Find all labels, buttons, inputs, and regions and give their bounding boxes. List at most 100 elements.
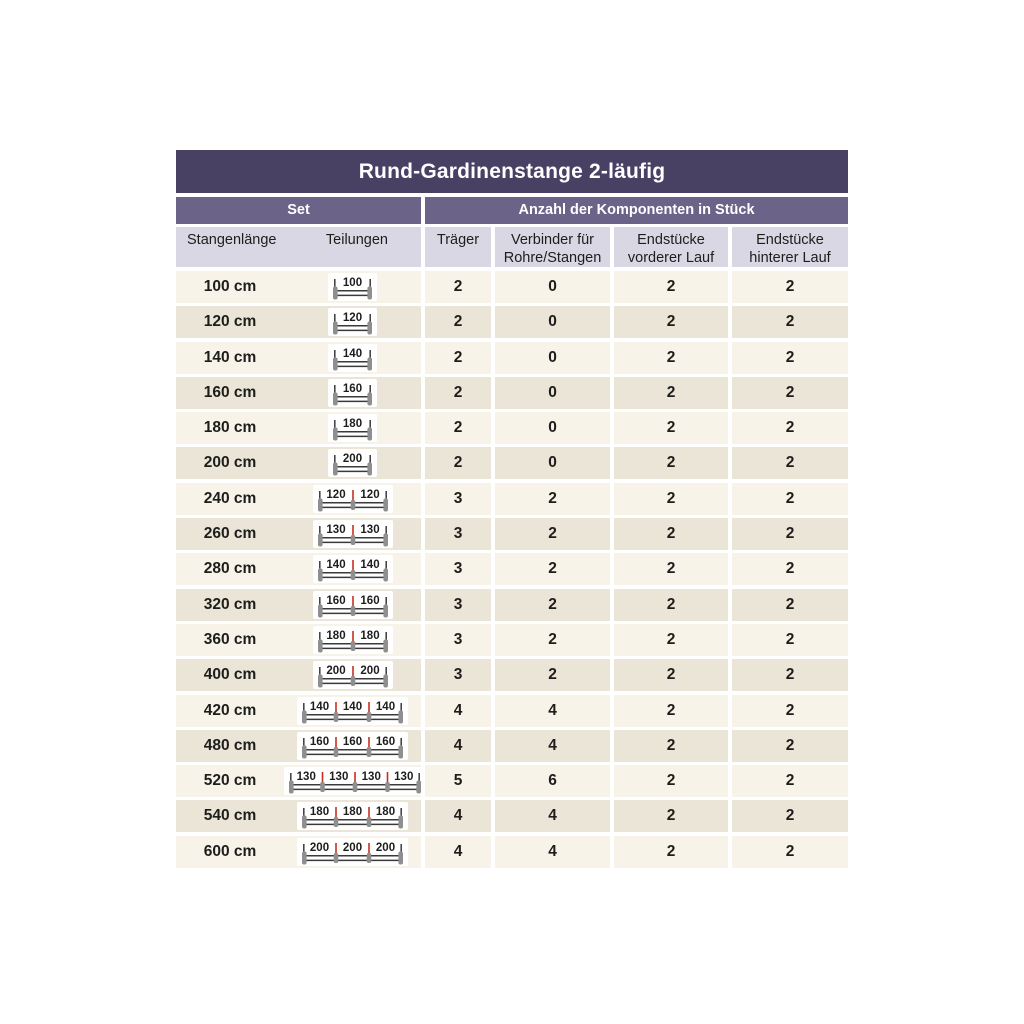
column-header-length: Stangenlänge (187, 232, 277, 248)
rod-length: 120 cm (203, 313, 257, 331)
rod-division-diagram: 200 (284, 449, 421, 478)
end-rear-count: 2 (732, 800, 848, 833)
svg-text:160: 160 (310, 736, 329, 748)
svg-text:160: 160 (343, 383, 362, 395)
group-header-set: Set (176, 197, 421, 224)
svg-text:130: 130 (394, 771, 413, 783)
end-rear-count: 2 (732, 623, 848, 656)
rod-icon: 200 (333, 453, 372, 476)
svg-text:200: 200 (310, 842, 329, 854)
rod-icon: 140 (333, 348, 372, 371)
table-row: 360 cm 180 180 3 2 2 2 (176, 623, 848, 656)
table-row: 160 cm 160 2 0 2 2 (176, 376, 848, 409)
svg-text:130: 130 (362, 771, 381, 783)
verbinder-count: 6 (495, 765, 610, 798)
rod-diagram-box: 180 180 (312, 625, 393, 654)
traeger-count: 2 (425, 306, 491, 339)
rod-icon: 180 180 (317, 630, 388, 653)
rod-length: 280 cm (203, 560, 257, 578)
svg-text:130: 130 (326, 524, 345, 536)
rod-icon: 180 (333, 418, 372, 441)
rod-division-diagram: 100 (284, 273, 421, 301)
rod-length: 400 cm (203, 666, 257, 684)
rod-icon: 160 160 160 (302, 736, 403, 759)
end-front-count: 2 (614, 729, 728, 762)
rod-diagram-box: 200 200 (312, 661, 393, 690)
end-rear-count: 2 (732, 553, 848, 586)
rod-diagram-box: 140 140 (312, 555, 393, 584)
traeger-count: 2 (425, 447, 491, 480)
rod-icon: 120 120 (317, 489, 388, 512)
traeger-count: 3 (425, 588, 491, 621)
table-row: 200 cm 200 2 0 2 2 (176, 447, 848, 480)
rod-diagram-box: 100 (328, 273, 377, 301)
end-rear-count: 2 (732, 765, 848, 798)
svg-text:130: 130 (297, 771, 316, 783)
set-cell: 540 cm 180 180 180 (176, 800, 421, 833)
rod-division-diagram: 140 (284, 343, 421, 372)
rod-length: 200 cm (203, 454, 257, 472)
table-row: 120 cm 120 2 0 2 2 (176, 306, 848, 339)
rod-length: 520 cm (203, 772, 257, 790)
product-spec-table: Rund-Gardinenstange 2-läufig Set Anzahl … (176, 150, 848, 868)
rod-diagram-box: 140 140 140 (297, 696, 408, 725)
rod-diagram-box: 120 120 (312, 484, 393, 513)
rod-diagram-box: 130 130 130 130 (284, 767, 426, 796)
end-rear-count: 2 (732, 659, 848, 692)
end-front-count: 2 (614, 482, 728, 515)
traeger-count: 3 (425, 623, 491, 656)
svg-text:140: 140 (326, 559, 345, 571)
svg-text:180: 180 (343, 806, 362, 818)
traeger-count: 2 (425, 412, 491, 445)
rod-diagram-box: 200 200 200 (297, 837, 408, 866)
set-cell: 400 cm 200 200 (176, 659, 421, 692)
rod-length: 180 cm (203, 419, 257, 437)
column-header-verbinder: Verbinder für Rohre/Stangen (495, 227, 610, 267)
rod-diagram-box: 130 130 (312, 520, 393, 549)
rod-length: 420 cm (203, 701, 257, 719)
svg-text:120: 120 (326, 489, 345, 501)
end-rear-count: 2 (732, 306, 848, 339)
rod-length: 360 cm (203, 630, 257, 648)
end-front-count: 2 (614, 518, 728, 551)
column-header-traeger: Träger (425, 227, 491, 267)
traeger-count: 4 (425, 694, 491, 727)
rod-division-diagram: 130 130 (284, 520, 421, 549)
svg-text:200: 200 (343, 453, 362, 465)
table-row: 540 cm 180 180 180 4 4 2 2 (176, 800, 848, 833)
end-front-count: 2 (614, 306, 728, 339)
rod-diagram-box: 160 160 (312, 590, 393, 619)
table-row: 280 cm 140 140 3 2 2 2 (176, 553, 848, 586)
traeger-count: 3 (425, 659, 491, 692)
rod-length: 260 cm (203, 525, 257, 543)
set-cell: 160 cm 160 (176, 376, 421, 409)
end-rear-count: 2 (732, 341, 848, 374)
svg-text:160: 160 (376, 736, 395, 748)
table-row: 480 cm 160 160 160 4 4 2 2 (176, 729, 848, 762)
set-cell: 200 cm 200 (176, 447, 421, 480)
set-cell: 240 cm 120 120 (176, 482, 421, 515)
verbinder-count: 2 (495, 623, 610, 656)
verbinder-count: 2 (495, 553, 610, 586)
set-cell: 420 cm 140 140 140 (176, 694, 421, 727)
svg-text:160: 160 (326, 595, 345, 607)
svg-text:180: 180 (376, 806, 395, 818)
traeger-count: 3 (425, 553, 491, 586)
svg-text:180: 180 (360, 630, 379, 642)
end-front-count: 2 (614, 447, 728, 480)
set-cell: 280 cm 140 140 (176, 553, 421, 586)
rod-division-diagram: 160 160 160 (284, 731, 421, 760)
table-title: Rund-Gardinenstange 2-läufig (176, 150, 848, 193)
rod-diagram-box: 140 (328, 343, 377, 372)
rod-diagram-box: 180 180 180 (297, 802, 408, 831)
table-row: 180 cm 180 2 0 2 2 (176, 412, 848, 445)
rod-division-diagram: 120 120 (284, 484, 421, 513)
verbinder-count: 0 (495, 271, 610, 303)
table-row: 100 cm 100 2 0 2 2 (176, 271, 848, 303)
rod-icon: 120 (333, 312, 372, 335)
svg-text:200: 200 (376, 842, 395, 854)
rod-division-diagram: 140 140 (284, 555, 421, 584)
rod-length: 540 cm (203, 807, 257, 825)
rod-icon: 200 200 200 (302, 842, 403, 865)
